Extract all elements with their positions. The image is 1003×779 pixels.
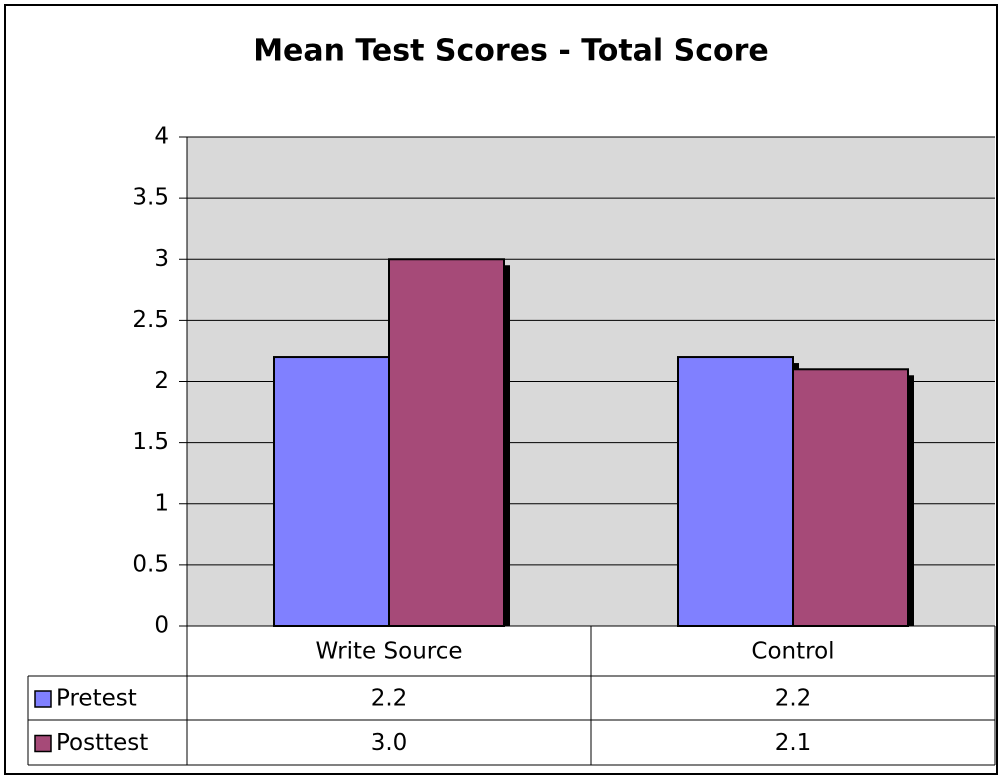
y-tick-label: 4 xyxy=(154,124,169,150)
y-tick-label: 1 xyxy=(154,490,169,516)
y-tick-label: 1.5 xyxy=(132,429,169,455)
y-tick-label: 2.5 xyxy=(132,307,169,333)
table-value: 3.0 xyxy=(371,730,408,756)
bar xyxy=(677,356,794,627)
legend-swatch xyxy=(34,690,52,708)
table-value: 2.1 xyxy=(775,730,812,756)
chart-title: Mean Test Scores - Total Score xyxy=(253,34,769,69)
legend-swatch xyxy=(34,734,52,753)
y-tick-label: 3.5 xyxy=(132,185,169,211)
bar xyxy=(792,368,909,627)
table-value: 2.2 xyxy=(371,686,408,712)
x-tick-label: Write Source xyxy=(315,639,462,665)
x-tick-label: Control xyxy=(751,639,834,665)
y-tick-label: 2 xyxy=(154,368,169,394)
y-tick-label: 0.5 xyxy=(132,551,169,577)
y-tick-label: 3 xyxy=(154,246,169,272)
table-value: 2.2 xyxy=(775,686,812,712)
bar xyxy=(273,356,390,627)
y-tick-label: 0 xyxy=(154,613,169,639)
legend-label: Posttest xyxy=(56,730,148,756)
legend-label: Pretest xyxy=(56,686,137,712)
bar xyxy=(388,258,505,627)
